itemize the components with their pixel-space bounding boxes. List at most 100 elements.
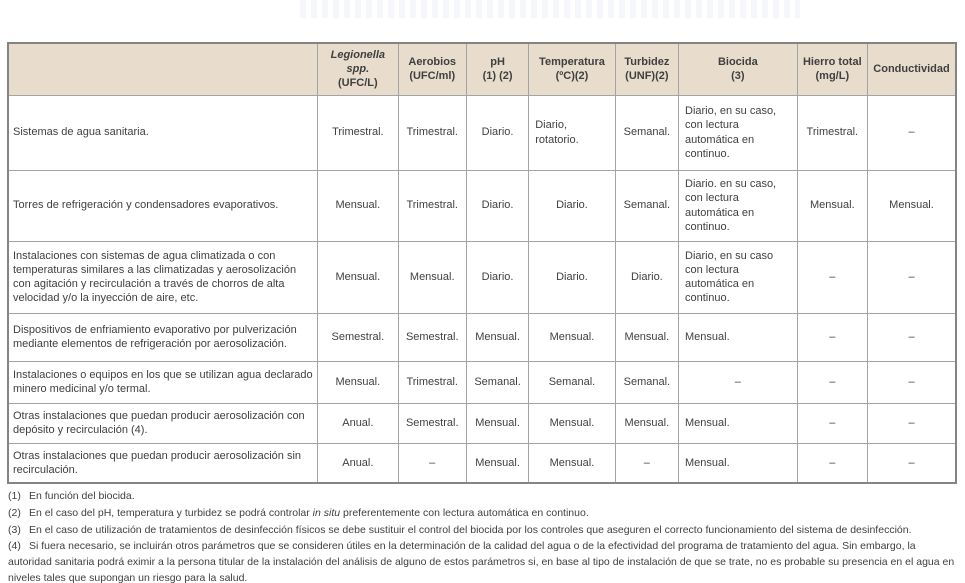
- table-row: Instalaciones o equipos en los que se ut…: [7, 360, 957, 404]
- column-header: Hierro total (mg/L): [796, 42, 869, 96]
- table-cell: Mensual.: [528, 442, 616, 484]
- table-cell: Semanal.: [528, 360, 616, 404]
- table-row: Dispositivos de enfriamiento evaporativo…: [7, 312, 957, 362]
- column-header: Biocida (3): [678, 42, 798, 96]
- table-cell: Diario. en su caso, con lectura automáti…: [678, 169, 798, 242]
- column-header: Turbidez (UNF)(2): [614, 42, 680, 96]
- table-cell: Semestral.: [317, 312, 399, 362]
- column-header-unit: (3): [731, 70, 745, 83]
- table-cell: Semanal.: [614, 94, 680, 171]
- table-cell: –: [867, 94, 957, 171]
- column-header-label: Temperatura: [539, 56, 605, 69]
- table-cell: –: [796, 312, 869, 362]
- table-cell: Trimestral.: [397, 169, 467, 242]
- table-cell: Semanal.: [614, 360, 680, 404]
- table-cell: –: [867, 442, 957, 484]
- column-header-unit: (UNF)(2): [625, 70, 669, 83]
- table-cell: Diario, rotatorio.: [528, 94, 616, 171]
- footnote-number: (1): [8, 490, 21, 502]
- table-cell: Mensual.: [796, 169, 869, 242]
- table-cell: Trimestral.: [796, 94, 869, 171]
- column-header-label: Turbidez: [624, 56, 670, 69]
- footnote-2: (2) En el caso del pH, temperatura y turb…: [8, 506, 958, 522]
- table-cell: Semestral.: [397, 402, 467, 444]
- row-label: Dispositivos de enfriamiento evaporativo…: [7, 312, 319, 362]
- footnote-text: En función del biocida.: [29, 490, 135, 502]
- header-row: Legionella spp. (UFC/L) Aerobios (UFC/ml) pH…: [7, 42, 957, 96]
- table-row: Torres de refrigeración y condensadores …: [7, 169, 957, 242]
- column-header: Legionella spp. (UFC/L): [317, 42, 399, 96]
- table-cell: –: [796, 402, 869, 444]
- table-cell: Mensual.: [614, 312, 680, 362]
- column-header-label: Biocida: [717, 56, 758, 69]
- table-cell: Diario.: [528, 169, 616, 242]
- row-label: Otras instalaciones que puedan producir …: [7, 402, 319, 444]
- table-cell: Mensual.: [465, 442, 530, 484]
- column-header: pH (1) (2): [465, 42, 530, 96]
- table-body: Sistemas de agua sanitaria. Trimestral. Tr…: [7, 94, 957, 484]
- monitoring-table: Legionella spp. (UFC/L) Aerobios (UFC/ml) pH…: [7, 42, 957, 484]
- table-cell: –: [796, 240, 869, 314]
- row-label: Otras instalaciones que puedan producir …: [7, 442, 319, 484]
- column-header-label: Aerobios: [408, 56, 457, 69]
- row-label: Torres de refrigeración y condensadores …: [7, 169, 319, 242]
- table-cell: –: [796, 442, 869, 484]
- table-cell: Diario.: [614, 240, 680, 314]
- column-header-unit: (ºC)(2): [555, 70, 589, 83]
- table-row: Instalaciones con sistemas de agua clima…: [7, 240, 957, 314]
- table-cell: Anual.: [317, 402, 399, 444]
- corner-header: [7, 42, 319, 96]
- table-cell: Diario, en su caso con lectura automátic…: [678, 240, 798, 314]
- column-header-label: Hierro total: [802, 56, 862, 69]
- table-cell: Mensual.: [317, 360, 399, 404]
- table-cell: Mensual.: [528, 402, 616, 444]
- table-cell: Semanal.: [614, 169, 680, 242]
- table-cell: Mensual.: [528, 312, 616, 362]
- table-cell: Mensual.: [317, 169, 399, 242]
- table-cell: Mensual.: [614, 402, 680, 444]
- table-row: Otras instalaciones que puedan producir …: [7, 402, 957, 444]
- footnote-text: Si fuera necesario, se incluirán otros p…: [8, 540, 955, 583]
- table-cell: –: [867, 312, 957, 362]
- footnote-1: (1) En función del biocida.: [8, 489, 958, 505]
- column-header-label: Legionella spp.: [330, 49, 386, 76]
- table-cell: Diario, en su caso, con lectura automáti…: [678, 94, 798, 171]
- table-cell: Trimestral.: [317, 94, 399, 171]
- table-cell: Anual.: [317, 442, 399, 484]
- table-cell: Diario.: [465, 169, 530, 242]
- table-cell: –: [397, 442, 467, 484]
- table-cell: –: [867, 360, 957, 404]
- table-cell: –: [867, 240, 957, 314]
- table-cell: Diario.: [465, 240, 530, 314]
- footnote-text: En el caso de utilización de tratamiento…: [29, 523, 912, 536]
- column-header: Aerobios (UFC/ml): [397, 42, 467, 96]
- cropped-text-artifact: [300, 0, 800, 18]
- footnote-4: (4) Si fuera necesario, se incluirán otro…: [8, 539, 958, 583]
- column-header-label: Conductividad: [873, 63, 950, 76]
- footnote-3: (3) En el caso de utilización de tratamie…: [8, 523, 958, 539]
- table-cell: –: [867, 402, 957, 444]
- footnote-number: (2): [8, 506, 21, 519]
- table-head: Legionella spp. (UFC/L) Aerobios (UFC/ml) pH…: [7, 42, 957, 96]
- column-header-unit: (1) (2): [482, 70, 513, 83]
- table-cell: Semestral.: [397, 312, 467, 362]
- table-cell: Mensual.: [317, 240, 399, 314]
- table-cell: Mensual.: [465, 312, 530, 362]
- column-header: Temperatura (ºC)(2): [528, 42, 616, 96]
- table-row: Sistemas de agua sanitaria. Trimestral. Tr…: [7, 94, 957, 171]
- table-cell: Diario.: [465, 94, 530, 171]
- table-cell: –: [796, 360, 869, 404]
- row-label: Instalaciones con sistemas de agua clima…: [7, 240, 319, 314]
- table-cell: Trimestral.: [397, 360, 467, 404]
- row-label: Sistemas de agua sanitaria.: [7, 94, 319, 171]
- table-cell: Mensual.: [397, 240, 467, 314]
- table-cell: Mensual.: [678, 402, 798, 444]
- footnote-text: En el caso del pH, temperatura y turbide…: [29, 506, 313, 519]
- table-cell: Mensual.: [678, 312, 798, 362]
- footnote-text-italic: in situ: [312, 506, 341, 519]
- column-header-unit: (UFC/L): [337, 77, 378, 90]
- footnote-number: (3): [8, 523, 21, 536]
- column-header-label: pH: [490, 56, 505, 69]
- row-label: Instalaciones o equipos en los que se ut…: [7, 360, 319, 404]
